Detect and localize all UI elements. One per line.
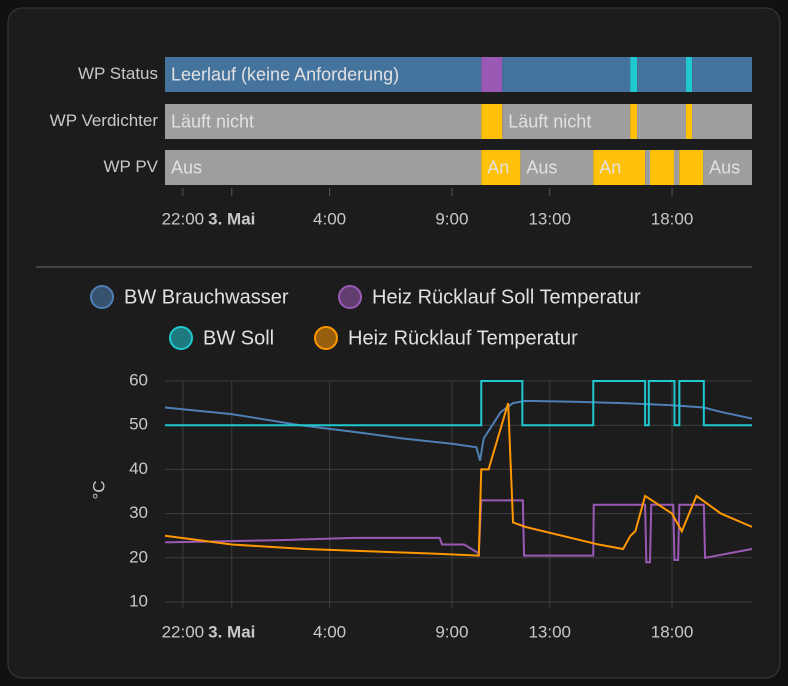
timeline-segment <box>645 150 651 185</box>
timeline-segment <box>673 150 680 185</box>
timeline-segment <box>481 104 503 139</box>
segment-label: Läuft nicht <box>508 111 591 131</box>
x-tick-label: 4:00 <box>313 622 346 641</box>
row-label: WP Verdichter <box>50 111 159 130</box>
timeline-segment <box>679 150 704 185</box>
timeline-segment <box>502 57 631 92</box>
segment-label: Läuft nicht <box>171 111 254 131</box>
timeline-segment <box>520 150 594 185</box>
y-tick-label: 40 <box>129 459 148 478</box>
segment-label: An <box>599 157 621 177</box>
y-tick-label: 20 <box>129 547 148 566</box>
segment-label: Leerlauf (keine Anforderung) <box>171 64 399 84</box>
row-label: WP Status <box>78 64 158 83</box>
timeline-segment <box>502 104 631 139</box>
legend-label: BW Soll <box>203 327 274 349</box>
segment-label: An <box>487 157 509 177</box>
legend-label: BW Brauchwasser <box>124 286 289 308</box>
timeline-segment <box>692 57 752 92</box>
legend-swatch <box>90 285 114 309</box>
x-tick-label: 13:00 <box>528 209 571 228</box>
line-series <box>164 402 753 557</box>
legend-swatch <box>169 326 193 350</box>
x-tick-label: 22:00 <box>162 209 205 228</box>
x-tick-label: 9:00 <box>435 209 468 228</box>
x-tick-label: 4:00 <box>313 209 346 228</box>
timeline-segment <box>637 57 686 92</box>
line-series <box>164 499 753 564</box>
x-tick-label: 18:00 <box>651 622 694 641</box>
legend-label: Heiz Rücklauf Soll Temperatur <box>372 286 641 308</box>
timeline-segment <box>165 57 482 92</box>
y-tick-label: 60 <box>129 370 148 389</box>
timeline-segment <box>165 104 482 139</box>
x-tick-label: 13:00 <box>528 622 571 641</box>
timeline-segment <box>593 150 646 185</box>
timeline-segment <box>630 104 638 139</box>
timeline-segment <box>703 150 752 185</box>
x-tick-label: 22:00 <box>162 622 205 641</box>
x-tick-label: 3. Mai <box>208 209 255 228</box>
line-series <box>164 399 753 461</box>
x-tick-label: 9:00 <box>435 622 468 641</box>
segment-label: Aus <box>171 157 202 177</box>
timeline-segment <box>481 57 503 92</box>
x-tick-label: 3. Mai <box>208 622 255 641</box>
timeline-segment <box>165 150 482 185</box>
timeline-segment <box>481 150 521 185</box>
legend-swatch <box>314 326 338 350</box>
y-axis-label: °C <box>89 480 108 499</box>
timeline-segment <box>685 104 693 139</box>
timeline-segment <box>692 104 752 139</box>
timeline-segment <box>650 150 674 185</box>
segment-label: Aus <box>526 157 557 177</box>
y-tick-label: 10 <box>129 591 148 610</box>
segment-label: Aus <box>709 157 740 177</box>
timeline-segment <box>685 57 693 92</box>
y-tick-label: 50 <box>129 415 148 434</box>
y-tick-label: 30 <box>129 503 148 522</box>
row-label: WP PV <box>104 157 159 176</box>
legend-label: Heiz Rücklauf Temperatur <box>348 327 578 349</box>
legend-swatch <box>338 285 362 309</box>
x-tick-label: 18:00 <box>651 209 694 228</box>
timeline-segment <box>630 57 638 92</box>
timeline-segment <box>637 104 686 139</box>
line-series <box>165 380 752 427</box>
